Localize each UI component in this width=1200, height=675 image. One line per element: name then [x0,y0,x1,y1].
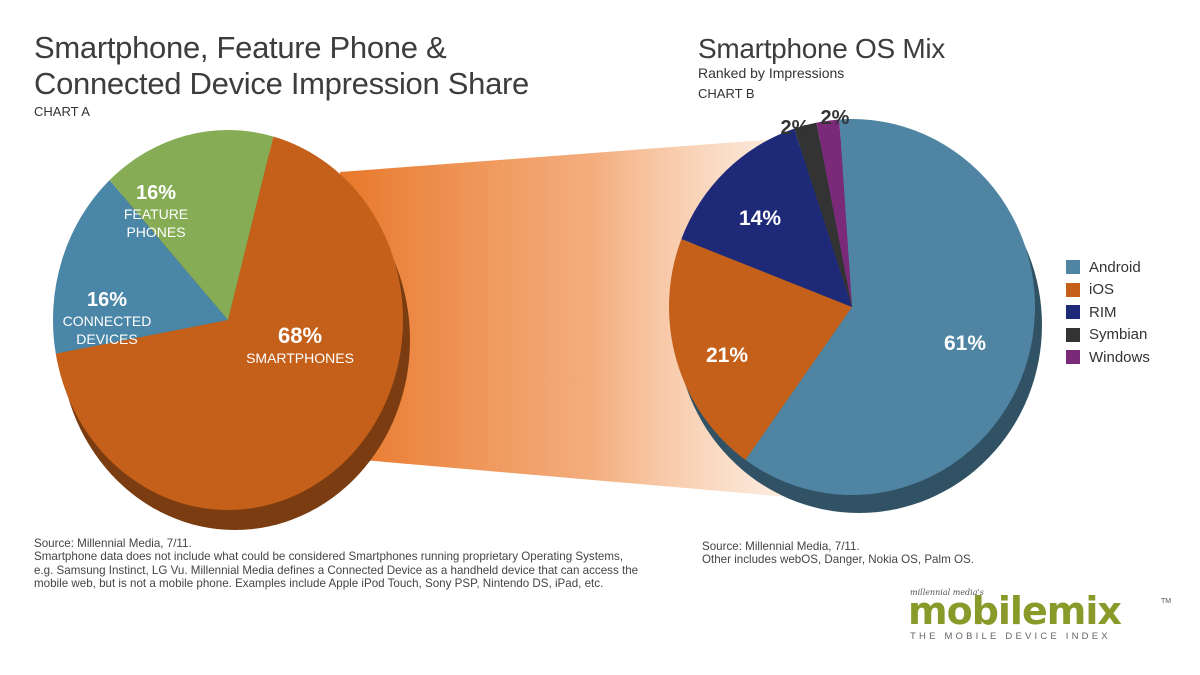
chart-b-source: Source: Millennial Media, 7/11. Other in… [702,540,1142,567]
source-a-line: Smartphone data does not include what co… [34,550,624,564]
pie-slice-ios [668,239,852,460]
data-label-android: 61% [944,332,986,355]
logo-tagline: THE MOBILE DEVICE INDEX [910,631,1111,642]
pie-slice-rim [681,128,852,307]
pie-slice-symbian [794,122,852,307]
legend-swatch-symbian [1066,327,1080,342]
pie-chart-b: 61% 21% 14% 2% 2% [668,107,1042,513]
logo-trademark: TM [1161,598,1172,605]
pie-slice-smartphones [55,136,404,510]
data-label-connected: 16% [87,289,127,311]
legend-item-windows: Windows [1066,346,1150,369]
source-b-line: Source: Millennial Media, 7/11. [702,540,860,553]
chart-b-legend: Android iOS RIM Symbian Windows [1066,256,1150,369]
legend-item-symbian: Symbian [1066,324,1150,347]
pie-slice-android [745,119,1036,496]
legend-item-android: Android [1066,256,1150,279]
source-a-line: Source: Millennial Media, 7/11. [34,537,192,550]
category-label-connected: CONNECTED [63,313,152,329]
legend-swatch-rim [1066,305,1080,320]
data-label-feature: 16% [136,182,176,204]
source-a-line: mobile web, but is not a mobile phone. E… [34,577,604,591]
chart-a-title: Smartphone, Feature Phone & Connected De… [34,30,529,101]
pie-chart-a: 68% SMARTPHONES 16% CONNECTED DEVICES 16% FEAT… [53,129,410,530]
logo-small-text: millennial media's [910,588,984,597]
legend-swatch-windows [1066,350,1080,365]
chart-a-source: Source: Millennial Media, 7/11. Smartpho… [34,537,674,591]
legend-label-rim: RIM [1089,303,1117,321]
category-label-feature: FEATURE [124,206,188,222]
data-label-ios: 21% [706,344,748,367]
category-label-feature: PHONES [126,224,185,240]
legend-label-symbian: Symbian [1089,326,1148,344]
chart-b-subtitle: Ranked by Impressions [698,65,845,81]
legend-item-ios: iOS [1066,279,1150,302]
data-label-windows: 2% [821,107,850,129]
chart-a-label: CHART A [34,104,90,119]
legend-swatch-ios [1066,282,1080,297]
source-b-line: Other includes webOS, Danger, Nokia OS, … [702,553,974,567]
legend-label-windows: Windows [1089,348,1150,366]
data-label-rim: 14% [739,207,781,230]
source-a-line: e.g. Samsung Instinct, LG Vu. Millennial… [34,563,639,577]
legend-label-android: Android [1089,258,1141,276]
category-label-smartphones: SMARTPHONES [246,350,354,366]
legend-swatch-android [1066,260,1080,275]
data-label-smartphones: 68% [278,323,322,348]
legend-label-ios: iOS [1089,281,1115,299]
mobilemix-logo: millennial media's mobilemix TM THE MOBI… [908,588,1172,648]
logo-wordmark: mobilemix [908,589,1122,633]
data-label-symbian: 2% [781,117,810,139]
legend-item-rim: RIM [1066,301,1150,324]
pie-slice-feature [109,129,274,320]
chart-b-label: CHART B [698,86,755,101]
category-label-connected: DEVICES [76,331,137,347]
chart-b-title: Smartphone OS Mix [698,33,945,64]
pie-slice-connected [53,180,229,354]
pie-slice-windows [816,119,852,308]
